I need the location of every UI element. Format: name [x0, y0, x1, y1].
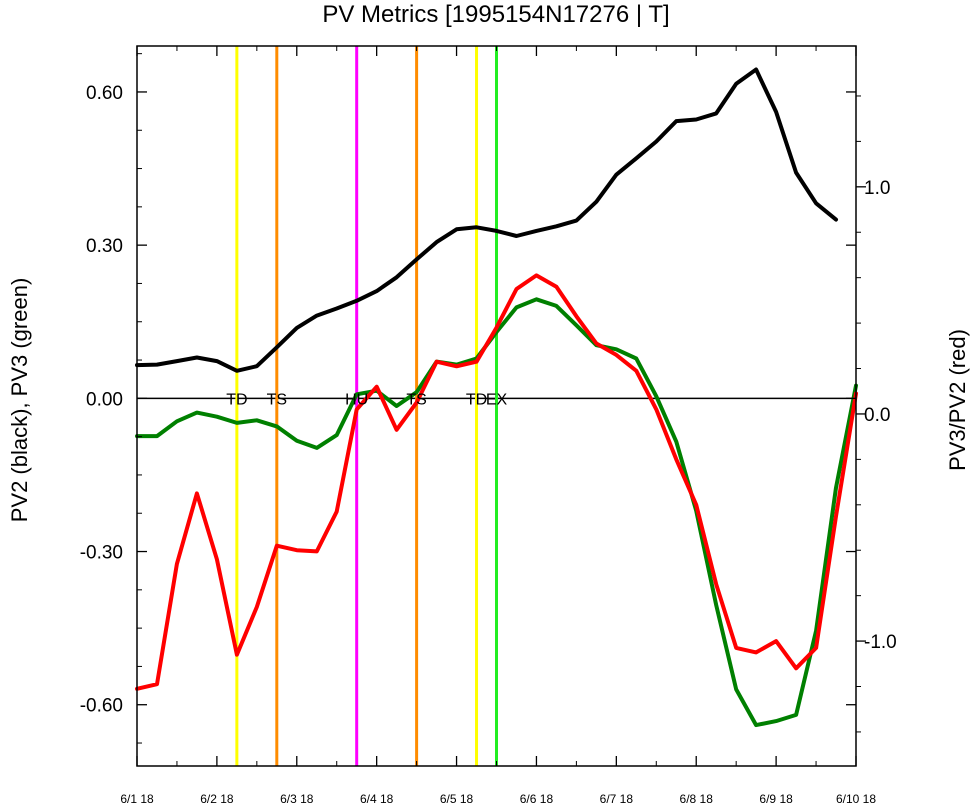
y-left-tick-label: -0.60 [80, 696, 123, 717]
x-tick-label: 6/2 18 [200, 792, 234, 805]
y-axis-label-left: PV2 (black), PV3 (green) [7, 278, 32, 523]
pv3-pv2-ratio-line [135, 273, 858, 691]
y-axis-label-right: PV3/PV2 (red) [945, 329, 970, 471]
event-label-hu: HU [345, 391, 368, 408]
y-right-tick-label: 0.0 [864, 405, 890, 426]
y-right-tick-label: -1.0 [864, 632, 897, 653]
y-left-tick-label: 0.30 [86, 236, 123, 257]
y-left-tick-label: 0.00 [86, 389, 123, 410]
x-tick-label: 6/1 18 [120, 792, 154, 805]
y-left-tick-label: -0.30 [80, 543, 123, 564]
x-tick-label: 6/10 18 [836, 792, 876, 805]
pv2-line [135, 67, 838, 373]
x-tick-label: 6/9 18 [759, 792, 793, 805]
chart-title: PV Metrics [1995154N17276 | T] [322, 1, 669, 28]
x-tick-label: 6/4 18 [360, 792, 394, 805]
x-tick-label: 6/3 18 [280, 792, 314, 805]
x-tick-label: 6/8 18 [680, 792, 714, 805]
y-left-tick-label: 0.60 [86, 83, 123, 104]
event-label-ts: TS [267, 391, 287, 408]
x-tick-label: 6/6 18 [520, 792, 554, 805]
event-label-ex: EX [486, 391, 508, 408]
x-tick-label: 6/7 18 [600, 792, 634, 805]
event-label-td: TD [466, 391, 487, 408]
y-right-tick-label: 1.0 [864, 178, 890, 199]
x-tick-label: 6/5 18 [440, 792, 474, 805]
pv3-line [135, 297, 858, 728]
event-label-td: TD [226, 391, 247, 408]
event-label-ts: TS [406, 391, 426, 408]
